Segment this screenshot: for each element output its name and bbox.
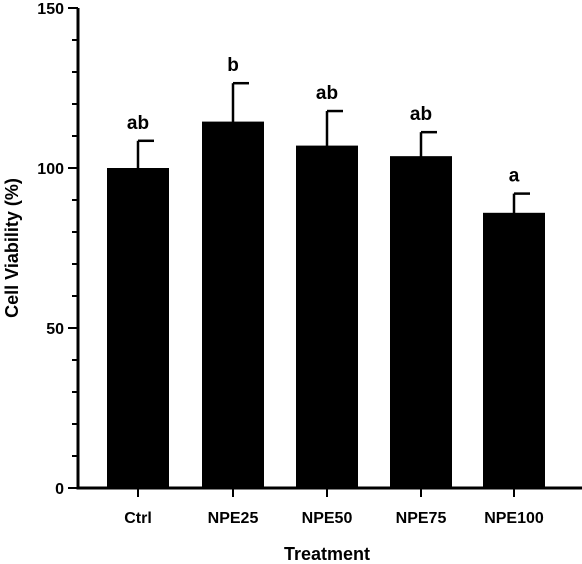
significance-label: b — [227, 55, 239, 76]
significance-label: ab — [127, 113, 149, 134]
significance-label: ab — [316, 83, 338, 104]
x-tick-label: NPE50 — [302, 510, 353, 527]
x-tick-label: NPE100 — [484, 510, 544, 527]
y-tick-label: 50 — [46, 321, 64, 338]
significance-label: a — [509, 166, 520, 187]
plot-area: 0 50 100 150 Ctrl ab NPE25 b NPE50 ab NPE75 ab NPE10… — [37, 1, 582, 527]
bar — [296, 145, 358, 488]
y-tick-label: 150 — [37, 1, 64, 18]
y-tick-label: 100 — [37, 161, 64, 178]
bar — [107, 168, 169, 488]
y-tick-label: 0 — [55, 481, 64, 498]
x-tick-label: NPE25 — [208, 510, 259, 527]
x-tick-label: Ctrl — [124, 510, 152, 527]
x-axis-title: Treatment — [284, 544, 370, 564]
bar — [390, 156, 452, 488]
bar — [202, 121, 264, 488]
x-tick-label: NPE75 — [396, 510, 447, 527]
y-axis-title: Cell Viability (%) — [2, 178, 22, 318]
significance-label: ab — [410, 104, 432, 125]
bar — [483, 212, 545, 489]
